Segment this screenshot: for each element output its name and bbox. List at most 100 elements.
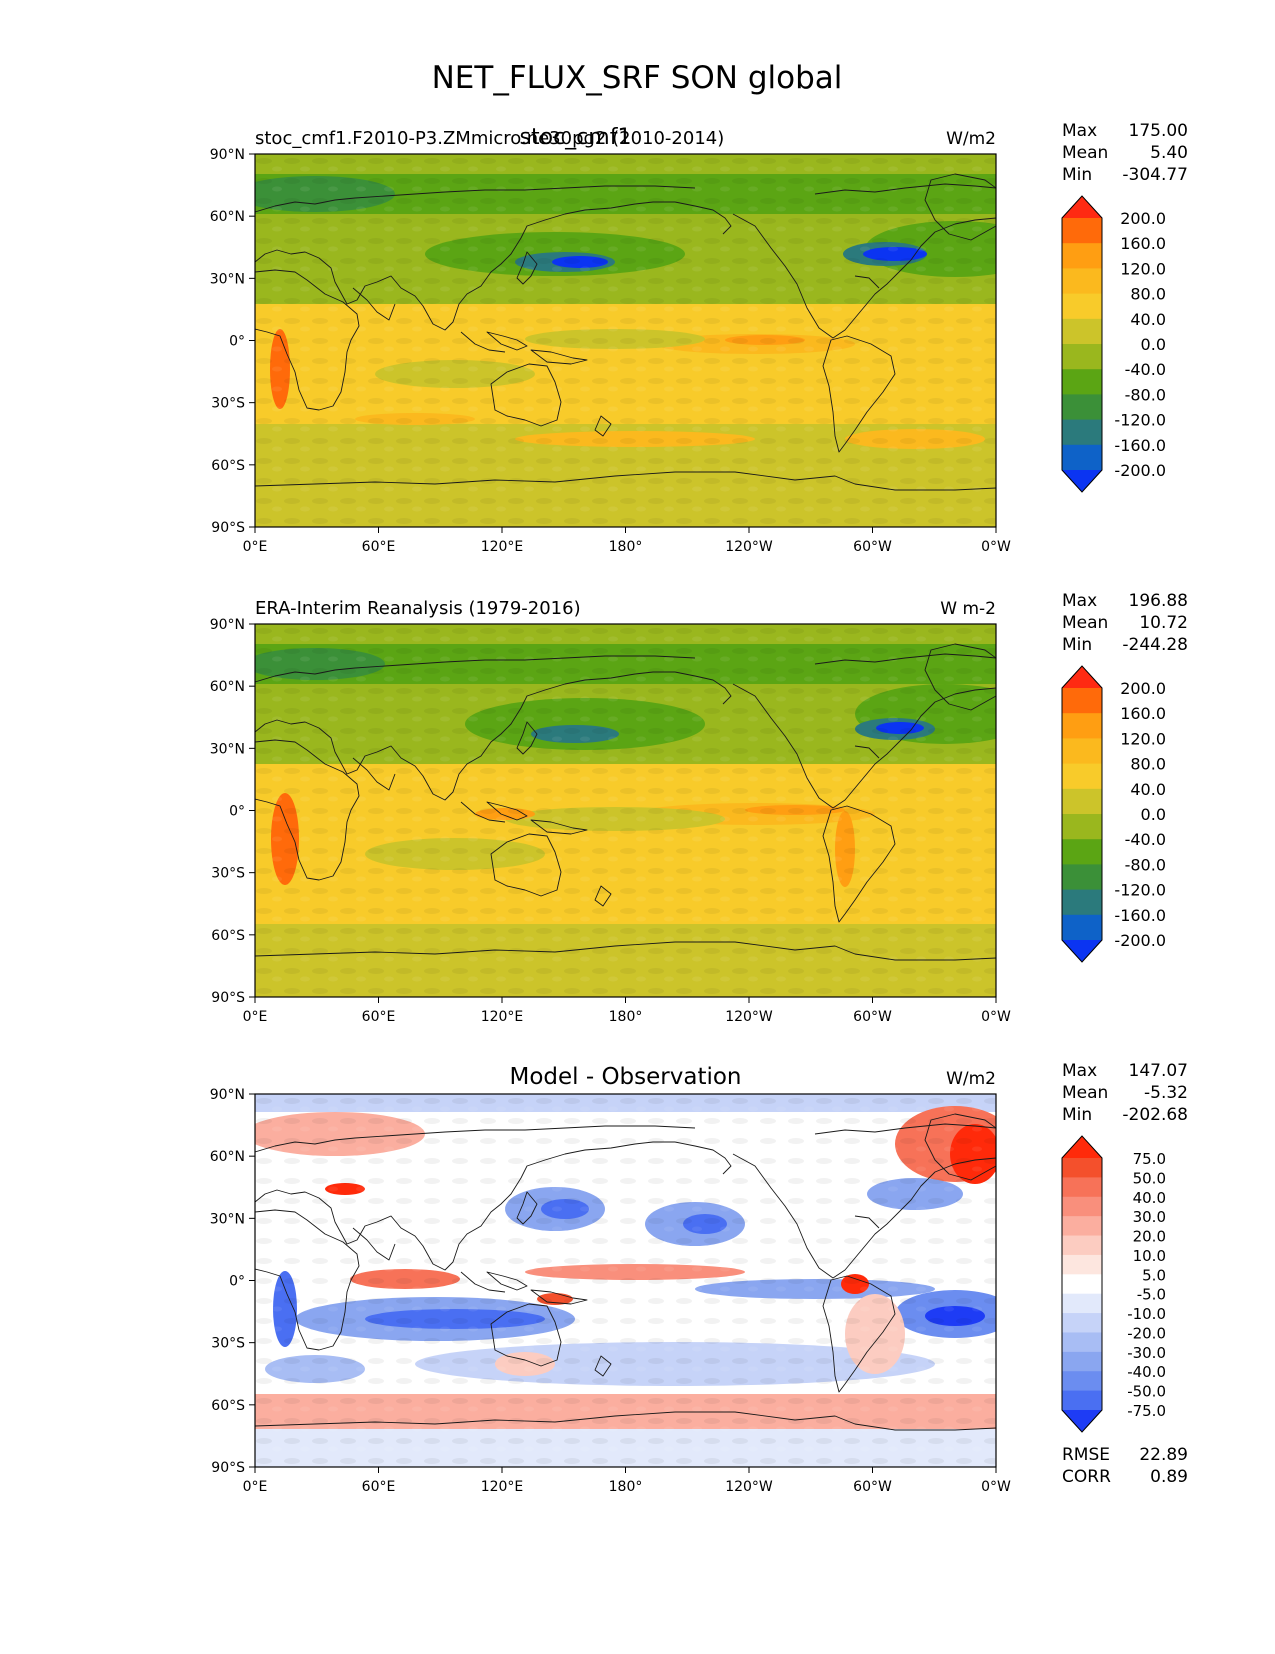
y-tick-label: 60°N — [210, 209, 245, 225]
panel-title-left: ERA-Interim Reanalysis (1979-2016) — [255, 598, 581, 619]
colorbar-segment — [1062, 1158, 1102, 1178]
colorbar-segment — [1062, 218, 1102, 244]
colorbar-tick-label: 40.0 — [1130, 780, 1166, 799]
y-tick-label: 0° — [229, 804, 245, 820]
stat-value: 0.89 — [1150, 1467, 1188, 1487]
colorbar-extend-bottom — [1062, 940, 1102, 962]
x-tick-label: 60°E — [362, 1009, 396, 1025]
colorbar-tick-label: 80.0 — [1130, 285, 1166, 304]
colorbar-extend-top — [1062, 196, 1102, 218]
colorbar-segment — [1062, 738, 1102, 765]
colorbar-tick-label: -40.0 — [1125, 830, 1166, 849]
colorbar-segment — [1062, 713, 1102, 739]
colorbar-tick-label: 20.0 — [1133, 1228, 1166, 1246]
stat-label: Min — [1062, 635, 1092, 655]
x-tick-label: 60°W — [853, 539, 892, 555]
stat-value: 22.89 — [1139, 1445, 1188, 1465]
colorbar-segment — [1062, 344, 1102, 370]
y-tick-label: 60°S — [211, 458, 245, 474]
colorbar: 200.0 160.0 120.0 80.0 40.0 0.0 -40.0 -80.0 -120… — [1061, 665, 1166, 963]
x-tick-label: 180° — [609, 1009, 643, 1025]
colorbar-tick-label: -75.0 — [1127, 1402, 1166, 1420]
x-tick-label: 0°E — [243, 1479, 268, 1495]
colorbar-tick-label: 200.0 — [1120, 209, 1166, 228]
colorbar-tick-label: -160.0 — [1114, 436, 1166, 455]
x-tick-label: 60°E — [362, 539, 396, 555]
units-label: W m-2 — [940, 599, 996, 619]
colorbar-segment — [1062, 889, 1102, 916]
colorbar-tick-label: 0.0 — [1141, 335, 1166, 354]
y-tick-label: 0° — [229, 334, 245, 350]
colorbar-segment — [1062, 839, 1102, 865]
x-tick-label: 120°W — [725, 1009, 773, 1025]
x-tick-label: 120°W — [725, 539, 773, 555]
stat-label: Max — [1062, 121, 1097, 141]
x-tick-label: 180° — [609, 539, 643, 555]
stat-value: 10.72 — [1139, 613, 1188, 633]
units-label: W/m2 — [946, 1069, 996, 1089]
colorbar-tick-label: -160.0 — [1114, 906, 1166, 925]
x-tick-label: 60°E — [362, 1479, 396, 1495]
y-tick-label: 60°S — [211, 1398, 245, 1414]
colorbar-segment — [1062, 814, 1102, 840]
colorbar-segment — [1062, 419, 1102, 446]
colorbar-tick-label: 160.0 — [1120, 704, 1166, 723]
colorbar-tick-label: 30.0 — [1133, 1208, 1166, 1226]
y-tick-label: 30°N — [210, 1211, 245, 1227]
colorbar-tick-label: 10.0 — [1133, 1247, 1166, 1265]
panel-title-center: Model - Observation — [509, 1064, 741, 1090]
colorbar-segment — [1062, 268, 1102, 295]
y-tick-label: 30°S — [211, 1336, 245, 1352]
stat-value: 147.07 — [1129, 1061, 1188, 1081]
colorbar-outline — [1061, 195, 1103, 493]
stat-value: -202.68 — [1122, 1105, 1188, 1125]
x-tick-label: 120°E — [481, 1479, 524, 1495]
colorbar-tick-label: 40.0 — [1130, 310, 1166, 329]
colorbar-segment — [1062, 788, 1102, 815]
stat-value: -244.28 — [1122, 635, 1188, 655]
stat-label: CORR — [1062, 1467, 1111, 1487]
x-tick-label: 120°E — [481, 1009, 524, 1025]
colorbar-outline — [1061, 665, 1103, 963]
colorbar-tick-label: -40.0 — [1125, 360, 1166, 379]
colorbar: 200.0 160.0 120.0 80.0 40.0 0.0 -40.0 -80.0 -120… — [1061, 195, 1166, 493]
stat-value: -5.32 — [1144, 1083, 1188, 1103]
panel-title-center: stoc_cmf1 — [520, 125, 632, 150]
panel-difference: Model - Observation W/m2 0°E 60°E 120°E 180° 1… — [210, 1061, 1188, 1495]
y-tick-label: 90°N — [210, 147, 245, 163]
stat-label: Max — [1062, 591, 1097, 611]
colorbar-tick-label: 120.0 — [1120, 729, 1166, 748]
x-tick-label: 0°E — [243, 539, 268, 555]
stat-label: RMSE — [1062, 1445, 1110, 1465]
colorbar-segment — [1062, 1235, 1102, 1256]
colorbar-segment — [1062, 1313, 1102, 1333]
colorbar-segment — [1062, 1371, 1102, 1392]
colorbar-tick-label: 80.0 — [1130, 755, 1166, 774]
colorbar-segment — [1062, 1177, 1102, 1198]
colorbar-tick-label: -120.0 — [1114, 411, 1166, 430]
y-tick-label: 90°S — [211, 990, 245, 1006]
colorbar-tick-label: 200.0 — [1120, 679, 1166, 698]
colorbar-segment — [1062, 293, 1102, 320]
colorbar-tick-label: -20.0 — [1127, 1324, 1166, 1342]
y-tick-label: 60°N — [210, 1149, 245, 1165]
colorbar-extend-bottom — [1062, 470, 1102, 492]
y-tick-label: 30°S — [211, 396, 245, 412]
colorbar-tick-label: -5.0 — [1137, 1286, 1166, 1304]
colorbar-segment — [1062, 394, 1102, 421]
colorbar-segment — [1062, 444, 1102, 471]
panel-title-left: stoc_cmf1.F2010-P3.ZMmicro.ne30pg2 (2010… — [255, 128, 724, 149]
x-tick-label: 120°E — [481, 539, 524, 555]
stat-label: Max — [1062, 1061, 1097, 1081]
colorbar-tick-label: 50.0 — [1133, 1169, 1166, 1187]
colorbar-segment — [1062, 763, 1102, 790]
map-field — [255, 154, 996, 527]
x-tick-label: 180° — [609, 1479, 643, 1495]
y-tick-label: 30°N — [210, 741, 245, 757]
x-tick-label: 60°W — [853, 1479, 892, 1495]
y-tick-label: 90°N — [210, 617, 245, 633]
colorbar-tick-label: -80.0 — [1125, 855, 1166, 874]
y-tick-label: 90°S — [211, 1460, 245, 1476]
figure-title: NET_FLUX_SRF SON global — [432, 60, 843, 96]
